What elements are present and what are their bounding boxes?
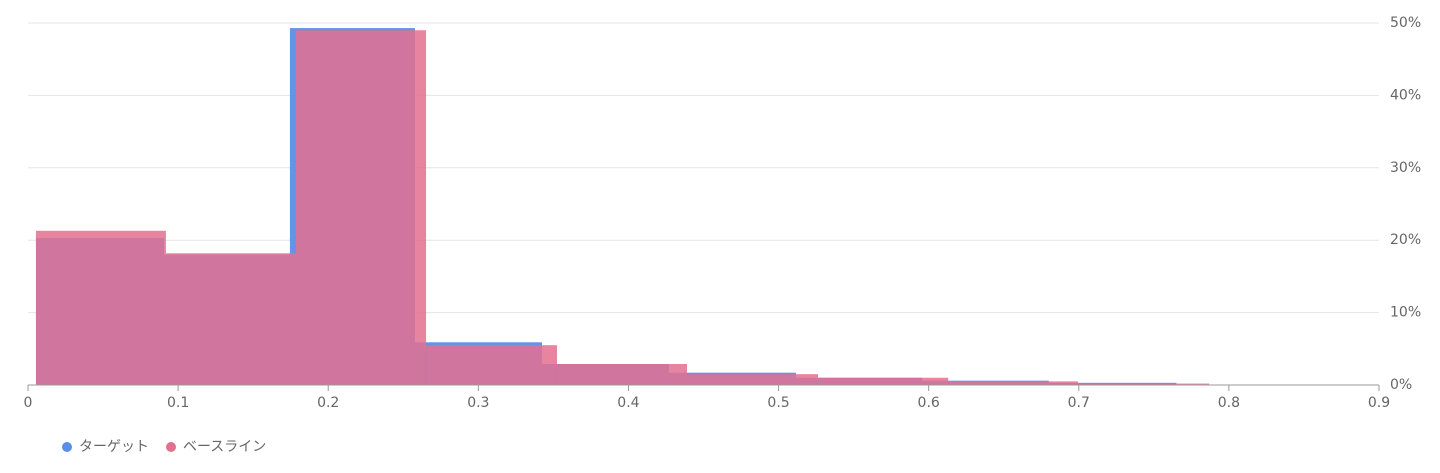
y-tick-label: 30%	[1390, 160, 1421, 176]
histogram-bar	[1078, 383, 1210, 385]
y-tick-label: 40%	[1390, 87, 1421, 103]
x-tick-label: 0.2	[317, 395, 339, 411]
histogram-bar	[295, 30, 427, 386]
histogram-bar	[556, 364, 687, 385]
histogram-bar	[426, 345, 557, 385]
x-tick-label: 0.5	[767, 395, 789, 411]
x-tick-label: 0.1	[167, 395, 189, 411]
y-tick-label: 0%	[1390, 377, 1412, 393]
histogram-bar	[686, 374, 819, 385]
histogram-bar	[818, 377, 949, 385]
legend-marker	[62, 442, 72, 452]
y-tick-label: 50%	[1390, 15, 1421, 31]
histogram-bar	[948, 381, 1079, 385]
x-tick-label: 0.4	[617, 395, 639, 411]
legend-label: ターゲット	[79, 439, 149, 455]
histogram-bar	[35, 230, 166, 385]
x-tick-label: 0.3	[467, 395, 489, 411]
y-tick-label: 20%	[1390, 232, 1421, 248]
legend-marker	[166, 442, 176, 452]
histogram-bar	[165, 253, 296, 385]
x-tick-label: 0.9	[1368, 395, 1390, 411]
x-tick-label: 0.8	[1218, 395, 1240, 411]
legend-label: ベースライン	[183, 439, 266, 455]
y-tick-label: 10%	[1390, 305, 1421, 321]
x-tick-label: 0	[24, 395, 33, 411]
x-tick-label: 0.6	[918, 395, 940, 411]
x-tick-label: 0.7	[1068, 395, 1090, 411]
